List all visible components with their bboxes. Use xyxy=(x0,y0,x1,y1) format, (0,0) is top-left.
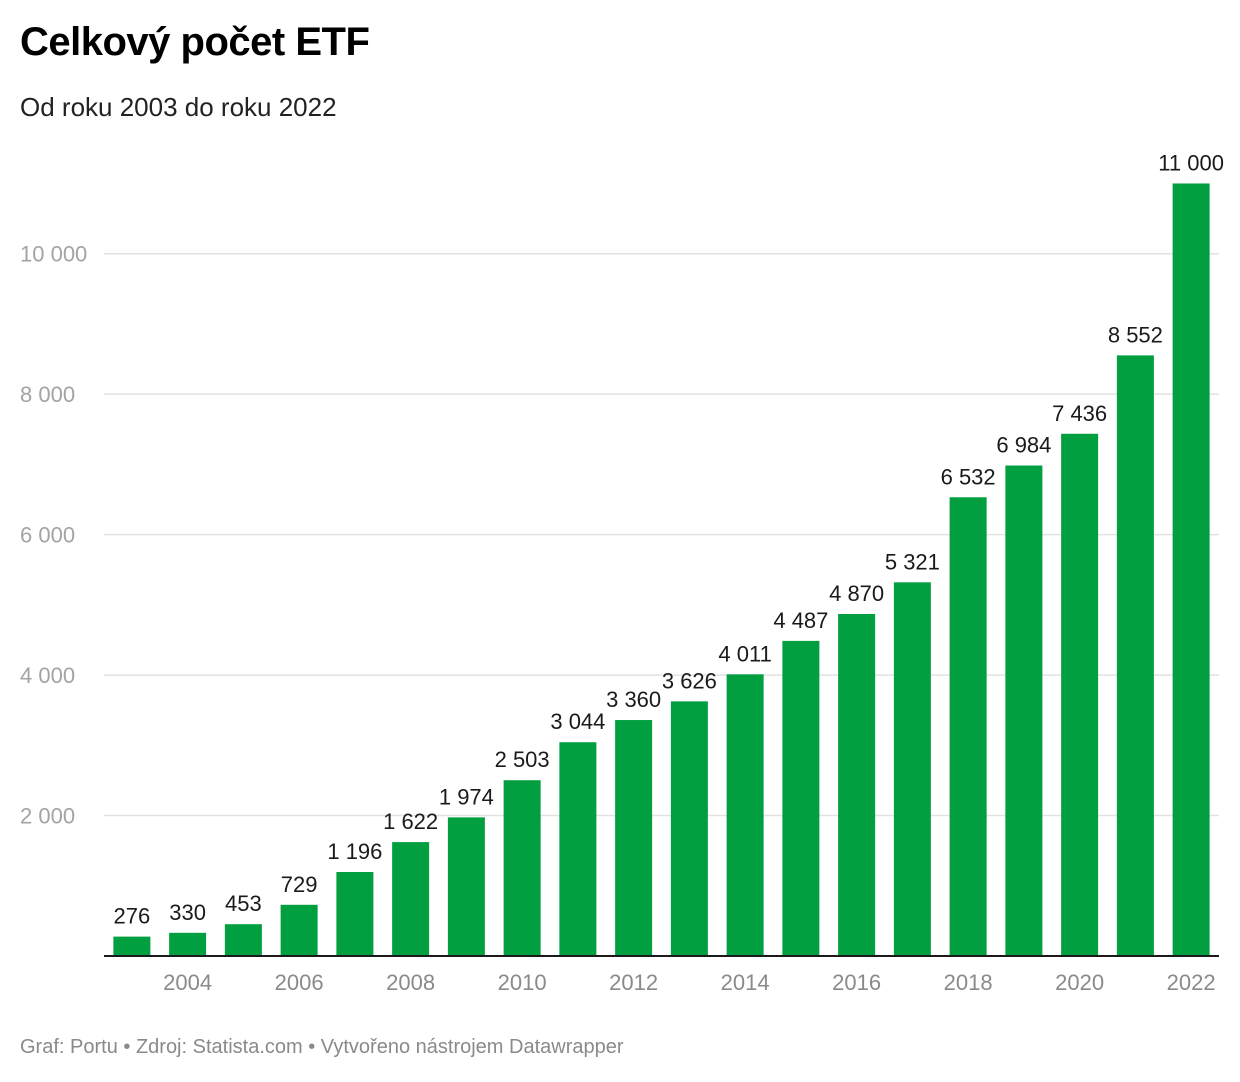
y-tick-label: 10 000 xyxy=(20,242,87,267)
y-tick-label: 4 000 xyxy=(20,663,75,688)
data-label: 729 xyxy=(281,872,318,897)
x-axis-ticks: 2004 2006 2008 2010 2012 2014 2016 2018 2020 2022 xyxy=(163,970,1215,995)
chart-subtitle: Od roku 2003 do roku 2022 xyxy=(20,92,337,122)
bar-2020 xyxy=(1061,433,1099,956)
bar-2018 xyxy=(949,497,987,956)
data-label: 4 011 xyxy=(718,641,771,666)
x-tick-label: 2006 xyxy=(275,970,324,995)
footer-credits: Graf: Portu • Zdroj: Statista.com • Vytv… xyxy=(20,1036,624,1059)
x-tick-label: 2022 xyxy=(1167,970,1216,995)
bar-2021 xyxy=(1116,355,1154,956)
x-tick-label: 2016 xyxy=(832,970,881,995)
bar-2004 xyxy=(169,932,207,956)
bars xyxy=(113,183,1210,957)
bar-2022 xyxy=(1172,183,1210,957)
bar-2016 xyxy=(838,613,876,956)
y-tick-label: 6 000 xyxy=(20,523,75,548)
footer-tool: Vytvořeno nástrojem Datawrapper xyxy=(320,1036,624,1058)
bar-2008 xyxy=(392,842,430,956)
data-label: 453 xyxy=(225,891,262,916)
gridlines xyxy=(104,252,1219,817)
bar-2017 xyxy=(893,582,931,956)
footer-credit: Graf: Portu xyxy=(20,1036,118,1058)
bar-2010 xyxy=(503,780,541,956)
x-tick-label: 2018 xyxy=(944,970,993,995)
x-tick-label: 2020 xyxy=(1055,970,1104,995)
data-label: 7 436 xyxy=(1052,401,1107,426)
bar-2015 xyxy=(782,640,820,956)
bar-2006 xyxy=(280,904,318,956)
data-label: 6 984 xyxy=(996,433,1051,458)
bar-2003 xyxy=(113,936,151,956)
data-label: 1 622 xyxy=(383,809,438,834)
bar-2019 xyxy=(1005,465,1043,956)
data-label: 3 360 xyxy=(606,687,661,712)
y-axis-ticks: 2 000 4 000 6 000 8 000 10 000 xyxy=(20,242,87,829)
x-tick-label: 2010 xyxy=(498,970,547,995)
bar-2007 xyxy=(336,872,374,956)
data-label: 3 626 xyxy=(662,668,717,693)
x-tick-label: 2012 xyxy=(609,970,658,995)
data-label: 276 xyxy=(114,904,151,929)
data-label: 6 532 xyxy=(941,464,996,489)
data-label: 5 321 xyxy=(885,549,940,574)
bar-2014 xyxy=(726,674,764,956)
data-label: 4 487 xyxy=(773,608,828,633)
footer-source: Zdroj: Statista.com xyxy=(135,1036,303,1058)
bar-chart: 2 000 4 000 6 000 8 000 10 000 276 330 453 729 1… xyxy=(20,150,1224,995)
footer-separator: • xyxy=(117,1036,136,1058)
x-tick-label: 2004 xyxy=(163,970,212,995)
data-label: 8 552 xyxy=(1108,322,1163,347)
x-tick-label: 2008 xyxy=(386,970,435,995)
bar-2013 xyxy=(670,701,708,956)
data-label: 2 503 xyxy=(495,747,550,772)
bar-2009 xyxy=(447,817,485,956)
data-label: 11 000 xyxy=(1158,150,1224,175)
data-label: 1 974 xyxy=(439,784,494,809)
y-tick-label: 2 000 xyxy=(20,804,75,829)
data-label: 3 044 xyxy=(550,709,605,734)
bar-2012 xyxy=(615,720,653,956)
bar-2005 xyxy=(224,924,262,956)
data-label: 1 196 xyxy=(327,839,382,864)
x-tick-label: 2014 xyxy=(721,970,770,995)
data-label: 4 870 xyxy=(829,581,884,606)
footer-separator: • xyxy=(302,1036,321,1058)
data-label: 330 xyxy=(169,900,206,925)
y-tick-label: 8 000 xyxy=(20,382,75,407)
bar-2011 xyxy=(559,742,597,956)
chart-title: Celkový počet ETF xyxy=(20,20,370,64)
